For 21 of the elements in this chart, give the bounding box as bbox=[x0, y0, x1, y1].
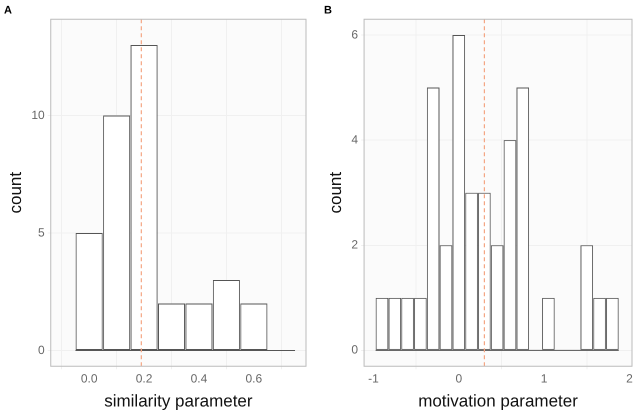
x-tick-label: 2 bbox=[626, 372, 634, 386]
y-axis-title: count bbox=[6, 172, 25, 214]
y-tick-label: 6 bbox=[351, 27, 358, 42]
y-tick-label: 0 bbox=[351, 342, 358, 357]
x-tick-label: 1 bbox=[540, 372, 548, 386]
y-tick-label: 10 bbox=[31, 108, 46, 122]
y-axis-title: count bbox=[326, 172, 345, 214]
x-tick-label: -1 bbox=[368, 372, 380, 386]
x-tick-label: 0.0 bbox=[80, 372, 98, 386]
x-tick-label: 0.2 bbox=[136, 372, 153, 386]
y-tick-label: 5 bbox=[38, 225, 46, 240]
y-tick-label: 0 bbox=[38, 342, 46, 357]
x-axis-title: similarity parameter bbox=[104, 391, 253, 410]
x-tick-label: 0.6 bbox=[246, 372, 263, 386]
chart-title: B bbox=[324, 4, 332, 17]
y-tick-label: 4 bbox=[351, 132, 358, 146]
x-axis-title: motivation parameter bbox=[418, 391, 578, 410]
x-tick-label: 0 bbox=[455, 372, 462, 386]
y-tick-label: 2 bbox=[351, 238, 358, 252]
x-tick-label: 0.4 bbox=[190, 372, 208, 386]
chart-title: A bbox=[4, 4, 12, 17]
